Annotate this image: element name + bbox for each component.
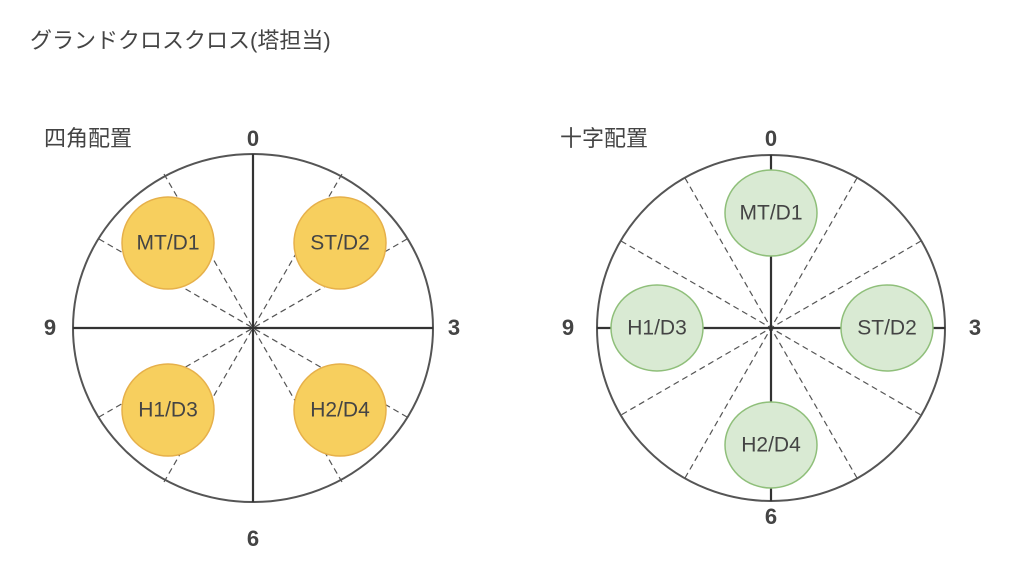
node xyxy=(293,363,387,457)
clock-label: 9 xyxy=(44,315,56,340)
diagram-label: 四角配置 xyxy=(44,126,132,151)
node-label: H1/D3 xyxy=(138,399,198,422)
node-label: H2/D4 xyxy=(310,399,370,422)
clock-label: 0 xyxy=(765,126,777,151)
clock-label: 6 xyxy=(247,526,259,551)
node xyxy=(121,363,215,457)
node-label: ST/D2 xyxy=(310,232,370,255)
title: グランドクロスクロス(塔担当) xyxy=(30,28,331,53)
clock-label: 9 xyxy=(562,315,574,340)
diagram-label: 十字配置 xyxy=(560,126,648,151)
node xyxy=(121,196,215,290)
node xyxy=(724,169,818,257)
clock-label: 0 xyxy=(247,126,259,151)
node-label: H2/D4 xyxy=(741,434,801,457)
node xyxy=(724,401,818,489)
clock-label: 6 xyxy=(765,504,777,529)
node-label: MT/D1 xyxy=(740,202,803,225)
node xyxy=(293,196,387,290)
node xyxy=(840,284,934,372)
node xyxy=(610,284,704,372)
node-label: MT/D1 xyxy=(137,232,200,255)
diagram-cross: 十字配置 MT/D1 H1/D3 ST/D2 H2/D4 0 3 6 9 xyxy=(560,126,981,529)
clock-label: 3 xyxy=(969,315,981,340)
node-label: H1/D3 xyxy=(627,317,687,340)
diagram-square: 四角配置 MT/D1 ST/D2 H1/D3 H2/D4 0 3 6 9 xyxy=(44,126,460,551)
clock-label: 3 xyxy=(448,315,460,340)
node-label: ST/D2 xyxy=(857,317,917,340)
